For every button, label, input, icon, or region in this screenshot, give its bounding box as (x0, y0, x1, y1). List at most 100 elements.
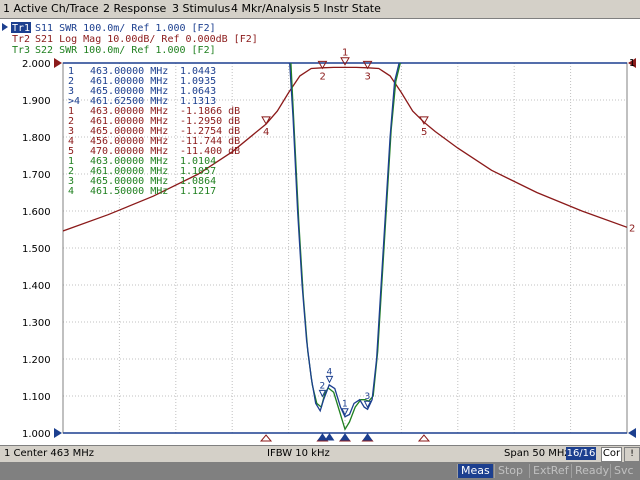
marker-table-num: 5 (68, 146, 74, 157)
marker-label: 5 (421, 127, 427, 138)
marker-table-num: 4 (68, 186, 74, 197)
marker-table-freq: 463.00000 MHz (90, 156, 168, 167)
trace-description: S22 SWR 100.0m/ Ref 1.000 [F2] (35, 45, 216, 56)
right-edge-label: 2 (629, 223, 635, 234)
marker-table-num: 2 (68, 166, 74, 177)
stimulus-marker-icon (317, 433, 328, 441)
marker-table-freq: 465.00000 MHz (90, 86, 168, 97)
marker-table-freq: 465.00000 MHz (90, 176, 168, 187)
marker-label: 1 (342, 400, 348, 410)
marker-table-freq: 465.00000 MHz (90, 126, 168, 137)
warning-icon[interactable]: ! (624, 447, 640, 462)
instrument-state-bar: Meas Stop ExtRef Ready Svc (0, 462, 640, 480)
marker-triangle (318, 389, 327, 398)
marker-table-num: 4 (68, 136, 74, 147)
marker-table-num: 2 (68, 116, 74, 127)
marker-label: 4 (326, 367, 332, 377)
marker-label: 3 (365, 71, 371, 82)
channel-center-label: 1 Center 463 MHz (4, 448, 95, 459)
marker-table-freq: 461.00000 MHz (90, 116, 168, 127)
marker-table-num: 3 (68, 86, 74, 97)
marker-table-value: 1.0935 (180, 76, 216, 87)
state-meas: Meas (457, 464, 493, 478)
marker-table-value: 1.0443 (180, 66, 216, 77)
ref-arrow-left-icon (54, 58, 62, 68)
marker-table-value: 1.1313 (180, 96, 216, 107)
y-tick-label: 1.900 (22, 96, 51, 107)
marker-table-value: -11.400 dB (180, 146, 240, 157)
marker-table-value: 1.0864 (180, 176, 216, 187)
marker-table-freq: 470.00000 MHz (90, 146, 168, 157)
y-tick-label: 1.000 (22, 429, 51, 440)
marker-triangle (363, 400, 372, 409)
chart-area[interactable]: Tr1 S11 SWR 100.0m/ Ref 1.000 [F2] Tr2 S21 … (0, 19, 640, 444)
marker-triangle (325, 375, 334, 384)
state-ready: Ready (571, 464, 612, 478)
state-extref: ExtRef (529, 464, 572, 478)
menu-stimulus[interactable]: 3 Stimulus (172, 2, 231, 15)
trace-description: S11 SWR 100.0m/ Ref 1.000 [F2] (35, 23, 216, 34)
menu-instr-state[interactable]: 5 Instr State (313, 2, 381, 15)
marker-label: 2 (319, 71, 325, 82)
ref-arrow-left-icon (54, 428, 62, 438)
span-label: Span 50 MHz (504, 448, 570, 459)
marker-table-value: -1.2950 dB (180, 116, 240, 127)
y-tick-label: 1.300 (22, 318, 51, 329)
series-line-s21 (63, 66, 627, 232)
marker-table-value: 1.0104 (180, 156, 216, 167)
stimulus-marker-icon (259, 434, 273, 442)
stimulus-marker-icon (324, 433, 335, 441)
right-edge-label: 1 (629, 58, 635, 69)
y-tick-label: 1.200 (22, 355, 51, 366)
marker-table-value: 1.1057 (180, 166, 216, 177)
marker-table-value: -11.744 dB (180, 136, 240, 147)
marker-table-freq: 463.00000 MHz (90, 106, 168, 117)
trace-label: Tr3 (12, 45, 30, 56)
stimulus-marker-icon (417, 434, 431, 442)
trace-label-highlight (11, 22, 31, 33)
menu-active-ch-trace[interactable]: 1 Active Ch/Trace (3, 2, 99, 15)
marker-triangle (362, 60, 373, 70)
marker-table-num: >4 (68, 96, 80, 107)
marker-triangle (340, 57, 350, 66)
y-tick-label: 1.500 (22, 244, 51, 255)
state-svc: Svc (610, 464, 637, 478)
menu-mkr-analysis[interactable]: 4 Mkr/Analysis (231, 2, 311, 15)
marker-table-num: 1 (68, 156, 74, 167)
active-trace-indicator-icon (2, 23, 8, 31)
channel-count-badge: 16/16 (566, 447, 596, 460)
marker-label: 3 (365, 392, 371, 402)
trace-label: Tr1 (12, 23, 30, 34)
menu-response[interactable]: 2 Response (103, 2, 167, 15)
marker-table-num: 2 (68, 76, 74, 87)
marker-table-num: 1 (68, 106, 74, 117)
series-line-s11 (289, 62, 400, 418)
marker-table-num: 1 (68, 66, 74, 77)
channel-status-bar: 1 Center 463 MHz IFBW 10 kHz Span 50 MHz… (0, 445, 640, 462)
y-tick-label: 1.800 (22, 133, 51, 144)
ref-arrow-right-icon (628, 428, 636, 438)
marker-table-num: 3 (68, 176, 74, 187)
marker-triangle (341, 408, 349, 416)
trace-label: Tr2 (12, 34, 30, 45)
y-tick-label: 1.600 (22, 207, 51, 218)
ifbw-label: IFBW 10 kHz (267, 448, 330, 459)
marker-table-value: -1.2754 dB (180, 126, 240, 137)
marker-table-value: 1.1217 (180, 186, 216, 197)
marker-table-value: -1.1866 dB (180, 106, 240, 117)
marker-table-freq: 461.00000 MHz (90, 76, 168, 87)
marker-triangle (419, 116, 429, 125)
y-tick-label: 2.000 (22, 59, 51, 70)
marker-table-value: 1.0643 (180, 86, 216, 97)
menu-bar: 1 Active Ch/Trace 2 Response 3 Stimulus … (0, 0, 640, 19)
marker-table-freq: 461.00000 MHz (90, 166, 168, 177)
y-tick-label: 1.700 (22, 170, 51, 181)
chart-svg: Tr1 S11 SWR 100.0m/ Ref 1.000 [F2] Tr2 S21 … (2, 22, 636, 442)
marker-label: 2 (319, 381, 325, 391)
marker-table-freq: 456.00000 MHz (90, 136, 168, 147)
marker-triangle (261, 116, 271, 125)
marker-table-num: 3 (68, 126, 74, 137)
marker-table-freq: 463.00000 MHz (90, 66, 168, 77)
marker-table-freq: 461.62500 MHz (90, 96, 168, 107)
correction-badge: Cor (601, 447, 622, 462)
